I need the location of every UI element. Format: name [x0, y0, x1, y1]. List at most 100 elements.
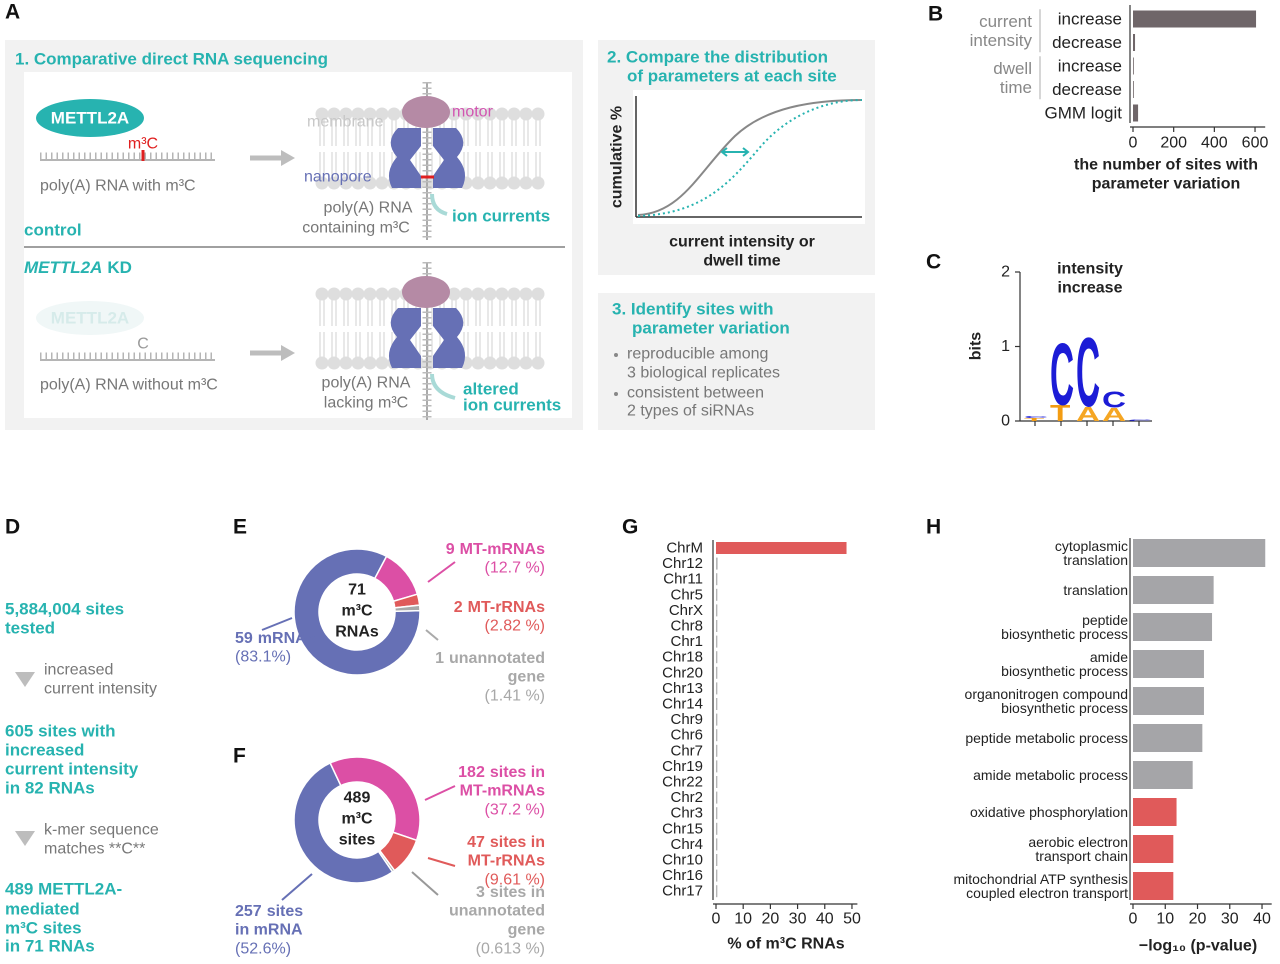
- bar: [716, 713, 718, 726]
- y-tick-label: translation: [1063, 582, 1128, 598]
- logo-letter: A: [1076, 402, 1100, 425]
- lipid-head: [387, 107, 401, 121]
- slice-category: sites: [267, 903, 304, 920]
- y-tick-label: transport chain: [1035, 848, 1128, 864]
- x-tick-label: 400: [1201, 135, 1228, 152]
- y-tick-label: amide: [1090, 649, 1128, 665]
- slice-category: sites in: [490, 834, 545, 851]
- bar: [716, 744, 718, 757]
- y-tick-label: 0: [1001, 413, 1010, 430]
- lipid-head: [327, 107, 341, 121]
- result-text: increased: [5, 741, 84, 760]
- bar: [716, 557, 718, 570]
- y-tick-label: coupled electron transport: [966, 885, 1128, 901]
- y-tick-label: decrease: [1052, 33, 1122, 52]
- slice-label: gene: [508, 922, 545, 939]
- lipid-head: [363, 356, 377, 370]
- bar: [716, 838, 718, 851]
- y-tick-label: Chr11: [663, 571, 703, 588]
- x-tick-label: 30: [789, 911, 807, 928]
- bar: [1133, 10, 1257, 28]
- bullet-text: reproducible among: [627, 346, 768, 363]
- lipid-head: [339, 176, 353, 190]
- result-text: in 82 RNAs: [5, 779, 95, 798]
- pie-slice: [393, 604, 421, 612]
- motor-label: motor: [452, 104, 494, 121]
- y-tick-label: Chr8: [670, 618, 703, 635]
- x-tick-label: 0: [712, 911, 721, 928]
- lipid-head: [327, 176, 341, 190]
- lipid-head: [447, 107, 461, 121]
- x-tick-label: 600: [1242, 135, 1269, 152]
- y-tick-label: Chr12: [662, 555, 703, 572]
- lipid-head: [351, 287, 365, 301]
- lipid-head: [459, 287, 473, 301]
- bullet: [614, 353, 618, 357]
- group-label: time: [1000, 78, 1032, 97]
- slice-value: 2: [454, 599, 463, 616]
- x-tick-label: 30: [1221, 911, 1239, 928]
- slice-value: 59: [235, 630, 253, 647]
- rna-label: poly(A) RNA with m³C: [40, 178, 196, 195]
- motor: [402, 276, 450, 308]
- bar: [716, 729, 718, 742]
- lipid-head: [315, 356, 329, 370]
- nanopore: [388, 308, 421, 368]
- lipid-head: [483, 107, 497, 121]
- y-tick-label: Chr5: [670, 586, 703, 603]
- logo-letter: T: [1050, 401, 1071, 427]
- lipid-head: [507, 176, 521, 190]
- signal-label: ion currents: [463, 396, 561, 415]
- bar: [716, 869, 718, 882]
- y-tick-label: ChrX: [669, 602, 703, 619]
- bar: [716, 542, 847, 554]
- result-text: mediated: [5, 900, 80, 919]
- nanopore-label: nanopore: [304, 169, 372, 186]
- lipid-head: [495, 107, 509, 121]
- bar: [1133, 687, 1204, 715]
- lipid-head: [519, 356, 533, 370]
- logo-letter: C: [1128, 419, 1152, 421]
- y-tick-label: increase: [1058, 57, 1122, 76]
- pie-slice: [293, 548, 421, 676]
- y-tick-label: peptide: [1082, 612, 1128, 628]
- enzyme-label-faded: METTL2A: [51, 309, 129, 328]
- bar: [1133, 650, 1204, 678]
- slice-percent: (52.6%): [235, 941, 291, 958]
- y-tick-label: Chr14: [662, 696, 703, 713]
- lipid-head: [387, 287, 401, 301]
- bar: [1133, 81, 1134, 98]
- y-tick-label: Chr9: [670, 711, 703, 728]
- group-label: intensity: [970, 31, 1033, 50]
- center-label: m³C: [341, 811, 373, 828]
- y-tick-label: 2: [1001, 264, 1010, 281]
- pointer: [427, 561, 456, 583]
- nanopore: [388, 128, 421, 188]
- x-tick-label: 10: [1156, 911, 1174, 928]
- kd-label: KD: [107, 258, 132, 277]
- bullet-text: consistent between: [627, 385, 764, 402]
- panel-label: F: [233, 745, 246, 768]
- pointer: [261, 617, 293, 631]
- pore-rna-label: poly(A) RNA: [324, 200, 413, 217]
- x-axis-label: −log₁₀ (p-value): [1139, 938, 1257, 955]
- y-tick-label: Chr17: [662, 883, 703, 900]
- lipid-head: [519, 107, 533, 121]
- pointer: [427, 857, 456, 867]
- y-tick-label: ChrM: [666, 540, 703, 557]
- y-tick-label: biosynthetic process: [1001, 663, 1128, 679]
- lipid-head: [507, 107, 521, 121]
- slice-category: MT-rRNAs: [468, 599, 545, 616]
- pore-rna-label: poly(A) RNA: [322, 375, 411, 392]
- bar: [716, 698, 718, 710]
- filter-text: current intensity: [44, 681, 157, 698]
- slice-label: gene: [508, 669, 545, 686]
- y-tick-label: Chr15: [662, 820, 703, 837]
- slice-value: 9: [446, 541, 455, 558]
- slice-label: MT-mRNAs: [460, 783, 545, 800]
- result-text: tested: [5, 619, 55, 638]
- shift-arrow: [720, 147, 750, 157]
- lipid-head: [483, 287, 497, 301]
- y-tick-label: amide metabolic process: [973, 767, 1128, 783]
